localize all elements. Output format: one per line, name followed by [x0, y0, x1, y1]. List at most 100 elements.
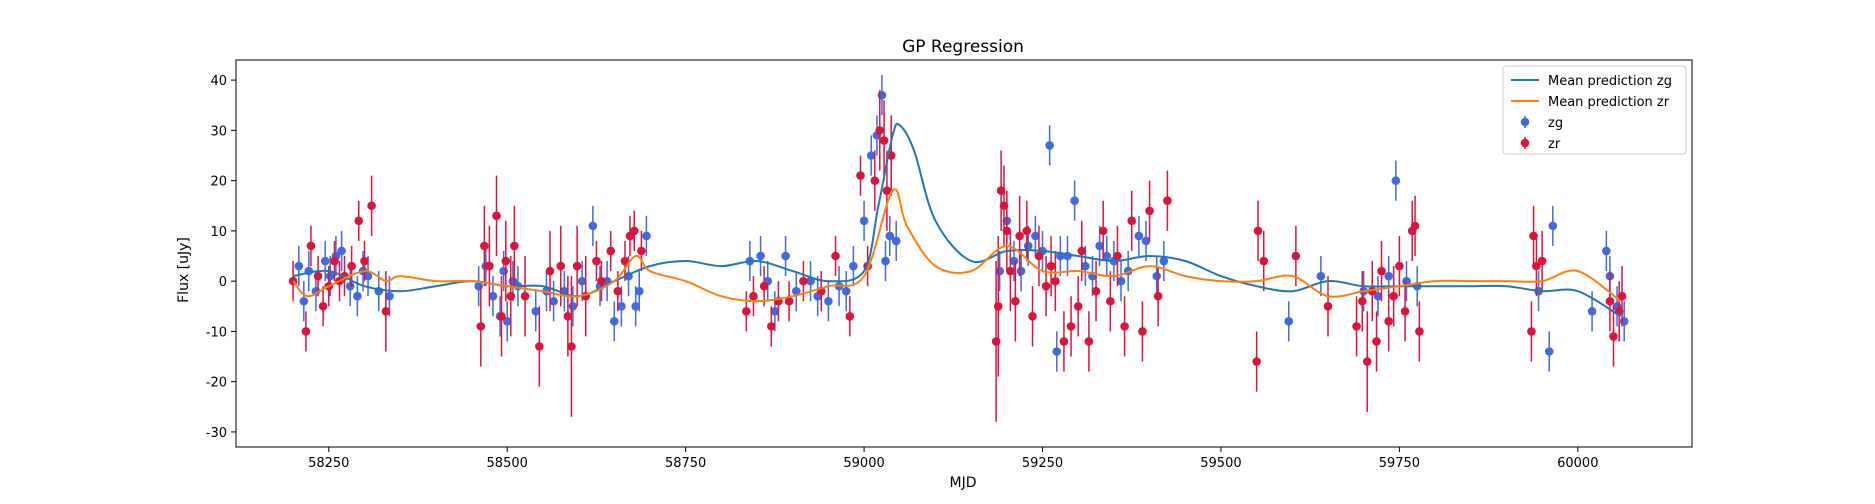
zg-point [1159, 256, 1169, 266]
zg-point [577, 276, 587, 286]
zg-point [877, 90, 887, 100]
zg-point [488, 291, 498, 301]
zr-point [1077, 246, 1087, 256]
data-points-group [288, 75, 1629, 422]
zr-point [1389, 291, 1398, 301]
zr-point [367, 201, 376, 211]
zr-point [1395, 261, 1404, 271]
x-axis-label: MJD [950, 475, 977, 491]
zg-point [345, 281, 355, 291]
zr-point [592, 256, 601, 266]
zg-point [1548, 221, 1558, 231]
zg-point [299, 296, 309, 306]
zg-point [1095, 241, 1104, 251]
legend-swatch-point [1520, 138, 1530, 148]
zr-point [1046, 261, 1056, 271]
zr-point [1259, 256, 1269, 266]
zg-point [549, 296, 558, 306]
zr-point [492, 211, 501, 221]
zg-point [1031, 231, 1040, 241]
mean-prediction-zr-line [292, 188, 1622, 303]
zr-point [354, 216, 364, 226]
zg-point [859, 216, 869, 226]
zr-point [1006, 266, 1015, 276]
zr-point [501, 256, 511, 266]
y-tick-label: 20 [210, 175, 227, 190]
zr-point [1145, 206, 1154, 216]
zg-point [568, 301, 578, 311]
zr-point [510, 241, 519, 251]
zr-point [856, 171, 865, 180]
zg-point [588, 221, 598, 231]
zg-point [1141, 236, 1151, 246]
zr-point [1532, 261, 1541, 271]
zr-point [597, 276, 606, 286]
zr-point [629, 226, 639, 236]
zg-point [1602, 246, 1611, 256]
zr-point [1252, 357, 1261, 366]
zr-point [485, 261, 494, 271]
zr-point [1377, 266, 1386, 276]
zr-point [1041, 281, 1051, 291]
zg-point [1391, 176, 1401, 185]
y-tick-label: -20 [206, 376, 227, 391]
y-tick-label: -10 [206, 325, 227, 340]
x-tick-label: 59250 [1022, 456, 1063, 471]
y-axis-label: Flux [uJy] [176, 237, 192, 303]
zr-point [318, 301, 328, 311]
zr-point [1022, 226, 1032, 236]
zr-point [556, 261, 566, 271]
zr-point [1084, 337, 1094, 346]
zr-point [1028, 312, 1037, 321]
zg-point [1152, 271, 1162, 281]
zr-point [1291, 251, 1301, 261]
zr-point [1091, 286, 1101, 296]
zg-point [1544, 347, 1554, 356]
plot-area: 58250 58500 58750 59000 59250 59500 59750 60000… [206, 59, 1693, 471]
zr-point [784, 296, 794, 306]
zg-point [1070, 196, 1079, 206]
legend-box [1502, 65, 1687, 155]
y-tick-label: -30 [206, 426, 227, 441]
zr-point [497, 312, 506, 321]
zr-point [476, 322, 486, 331]
zr-point [1106, 296, 1115, 306]
zr-point [1527, 327, 1536, 336]
zr-point [799, 276, 808, 286]
zr-point [1362, 357, 1372, 366]
zr-point [831, 251, 840, 261]
zg-point [363, 271, 373, 281]
zg-point [841, 286, 851, 296]
zg-point [617, 301, 626, 311]
zr-point [1372, 337, 1381, 346]
y-tick-label: 10 [210, 225, 227, 240]
zr-point [606, 246, 616, 256]
zr-point [1163, 196, 1172, 206]
zg-point [499, 266, 508, 276]
zr-point [360, 256, 369, 266]
zg-point [531, 306, 541, 316]
x-tick-label: 59750 [1379, 456, 1420, 471]
legend-entry-label: Mean prediction zg [1548, 74, 1672, 89]
zr-point [563, 312, 573, 321]
zr-point [1034, 251, 1044, 261]
x-tick-label: 58750 [665, 456, 706, 471]
zr-point [306, 241, 316, 251]
zg-point [866, 151, 876, 160]
zr-point [766, 322, 776, 331]
x-tick-label: 59500 [1200, 456, 1241, 471]
zg-point [294, 261, 304, 271]
zr-point [637, 246, 646, 256]
zr-point [1153, 291, 1163, 301]
zr-point [1537, 256, 1547, 266]
zr-point [613, 286, 623, 296]
y-tick-label: 0 [219, 275, 227, 290]
zg-point [1102, 251, 1112, 261]
zr-point [870, 176, 880, 185]
zg-point [1134, 231, 1144, 241]
zr-point [1384, 317, 1393, 326]
zg-point [337, 246, 346, 256]
legend: Mean prediction zg Mean prediction zr zg zr [1502, 65, 1687, 155]
zr-point [1127, 216, 1137, 226]
